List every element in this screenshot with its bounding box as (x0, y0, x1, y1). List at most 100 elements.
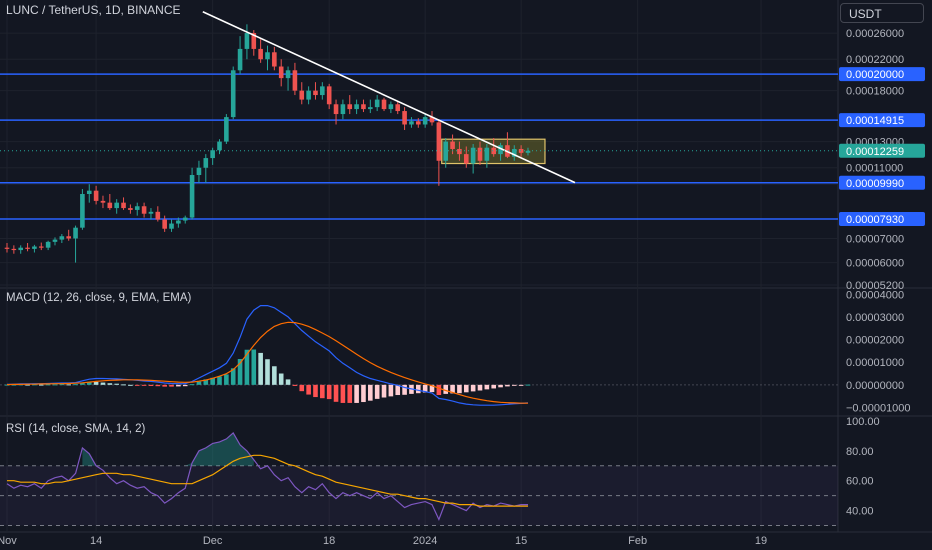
candle-body (477, 147, 483, 161)
macd-histogram-bar (251, 349, 257, 385)
candle-body (409, 121, 414, 125)
candle-body (436, 122, 442, 161)
time-axis-label: Nov (0, 535, 17, 547)
candle-body (121, 202, 126, 209)
candle-body (107, 202, 113, 209)
symbol-title: LUNC / TetherUS, 1D, BINANCE (6, 3, 181, 17)
macd-histogram-bar (128, 384, 133, 386)
candle-body (265, 52, 270, 60)
candle-body (18, 247, 24, 251)
currency-button[interactable]: USDT (840, 3, 924, 23)
price-axis-label: 0.00005200 (846, 280, 904, 292)
level-price-label-bg (839, 175, 925, 190)
candle-body (470, 147, 476, 164)
macd-histogram-bar (25, 384, 30, 386)
rsi-axis-label: 60.00 (846, 476, 874, 488)
macd-histogram-bar (155, 384, 161, 387)
macd-histogram-bar (402, 384, 407, 395)
macd-histogram-bar (162, 384, 167, 387)
macd-histogram-bar (395, 384, 401, 396)
macd-histogram-bar (148, 384, 154, 386)
level-price-label: 0.00009990 (846, 178, 904, 190)
macd-histogram-bar (354, 384, 359, 403)
time-axis-label: Dec (203, 535, 223, 547)
macd-histogram-bar (450, 384, 455, 394)
price-axis-label: 0.00007000 (846, 233, 904, 245)
trendline (202, 11, 576, 184)
level-price-label: 0.00007930 (846, 214, 904, 226)
candle-body (210, 150, 215, 159)
candle-body (182, 217, 188, 221)
candle-body (11, 248, 17, 251)
candle-body (52, 239, 58, 242)
price-axis-label: 0.00018000 (846, 86, 904, 98)
macd-histogram-bar (203, 379, 209, 385)
price-pane[interactable] (0, 11, 838, 263)
candle-body (313, 90, 318, 96)
macd-histogram-bar (210, 377, 215, 385)
candle-body (278, 66, 284, 79)
rsi-title: RSI (14, close, SMA, 14, 2) (6, 423, 146, 435)
macd-histogram-bar (176, 384, 181, 387)
macd-histogram-bar (306, 384, 311, 395)
macd-line (6, 305, 529, 406)
price-axis[interactable]: 0.000260000.000220000.000180000.00013000… (839, 28, 925, 518)
macd-axis-label: −0.00001000 (846, 402, 911, 414)
candle-body (169, 223, 174, 229)
macd-title: MACD (12, 26, close, 9, EMA, EMA) (6, 292, 192, 304)
macd-histogram-bar (86, 381, 92, 385)
macd-histogram-bar (114, 383, 119, 385)
macd-histogram-bar (258, 352, 263, 385)
macd-histogram-bar (374, 384, 380, 399)
candle-body (45, 241, 51, 248)
candle-body (333, 104, 339, 115)
candle-body (340, 104, 346, 115)
macd-axis-label: 0.00000000 (846, 380, 904, 392)
candle-body (463, 154, 469, 164)
level-price-label-bg (839, 67, 925, 82)
candle-body (416, 121, 421, 125)
macd-histogram-bar (230, 368, 236, 385)
macd-histogram-bar (320, 384, 325, 399)
macd-histogram-bar (217, 376, 222, 385)
macd-histogram-bar (93, 381, 99, 385)
macd-histogram-bar (182, 384, 188, 387)
macd-histogram-bar (11, 384, 17, 386)
currency-label: USDT (849, 7, 882, 21)
candle-body (148, 211, 154, 214)
macd-histogram-bar (326, 384, 332, 400)
candle-body (450, 141, 455, 149)
candle-body (80, 194, 85, 228)
candle-body (73, 227, 78, 239)
macd-axis-label: 0.00003000 (846, 312, 904, 324)
rsi-line (6, 431, 528, 522)
level-price-label: 0.00014915 (846, 115, 904, 127)
macd-pane[interactable] (0, 305, 838, 406)
macd-histogram-bar (196, 381, 202, 385)
last-price-label-bg (839, 143, 925, 158)
time-axis-label: 19 (755, 535, 767, 547)
time-axis-label: 14 (90, 535, 102, 547)
macd-histogram-bar (100, 382, 106, 385)
macd-histogram-bar (484, 384, 490, 390)
candle-body (354, 104, 359, 110)
macd-histogram-bar (80, 382, 85, 385)
time-axis[interactable]: Nov 14 Dec 18 2024 15 Feb 19 (0, 535, 767, 547)
rsi-ma-line (7, 454, 528, 507)
candle-body (203, 158, 209, 168)
candle-body (93, 190, 99, 201)
macd-histogram-bar (278, 373, 284, 385)
candle-body (162, 219, 167, 229)
candle-body (498, 145, 503, 155)
macd-histogram-bar (107, 383, 113, 385)
macd-histogram-bar (436, 384, 442, 396)
macd-axis-label: 0.00004000 (846, 289, 904, 301)
macd-histogram-bar (224, 374, 229, 385)
macd-histogram-bar (505, 384, 510, 387)
macd-histogram-bar (141, 384, 147, 386)
macd-histogram-bar (525, 384, 531, 386)
rsi-pane[interactable] (0, 431, 838, 527)
macd-histogram-bar (416, 384, 421, 394)
macd-histogram-bar (272, 366, 277, 385)
